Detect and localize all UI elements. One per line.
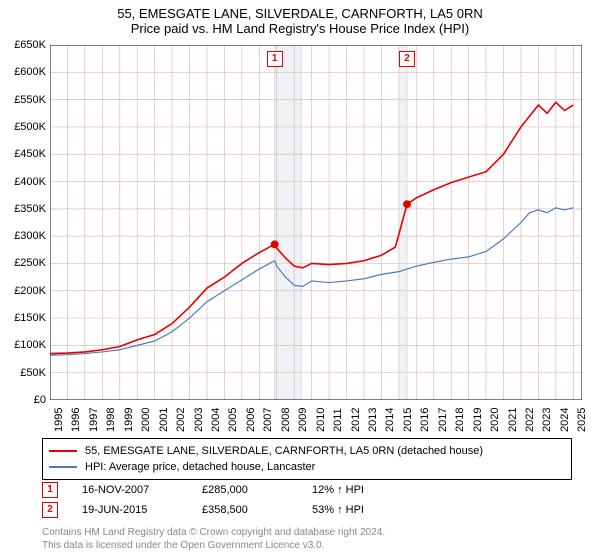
x-axis-label: 2022 xyxy=(524,408,536,432)
title-subtitle: Price paid vs. HM Land Registry's House … xyxy=(0,21,600,36)
sales-pct: 53% ↑ HPI xyxy=(312,504,412,516)
y-axis-label: £400K xyxy=(2,176,46,188)
x-axis-label: 2005 xyxy=(227,408,239,432)
legend-label: HPI: Average price, detached house, Lanc… xyxy=(85,461,315,473)
sales-row: 2 19-JUN-2015£358,50053% ↑ HPI xyxy=(42,500,412,520)
y-axis-label: £0 xyxy=(2,394,46,406)
chart-svg xyxy=(50,45,582,400)
callout-marker: 2 xyxy=(399,51,415,67)
footer: Contains HM Land Registry data © Crown c… xyxy=(42,526,385,552)
footer-line1: Contains HM Land Registry data © Crown c… xyxy=(42,526,385,539)
footer-line2: This data is licensed under the Open Gov… xyxy=(42,539,385,552)
chart: £0£50K£100K£150K£200K£250K£300K£350K£400… xyxy=(50,45,582,400)
callout-marker: 1 xyxy=(267,51,283,67)
y-axis-label: £250K xyxy=(2,257,46,269)
sales-price: £285,000 xyxy=(202,484,312,496)
x-axis-label: 2017 xyxy=(437,408,449,432)
title-address: 55, EMESGATE LANE, SILVERDALE, CARNFORTH… xyxy=(0,6,600,21)
x-axis-label: 2002 xyxy=(175,408,187,432)
x-axis-label: 2000 xyxy=(140,408,152,432)
x-axis-label: 1999 xyxy=(123,408,135,432)
x-axis-label: 2014 xyxy=(384,408,396,432)
x-axis-label: 1995 xyxy=(53,408,65,432)
y-axis-label: £50K xyxy=(2,367,46,379)
x-axis-label: 2008 xyxy=(280,408,292,432)
sales-marker: 2 xyxy=(42,502,58,518)
x-axis-label: 2018 xyxy=(454,408,466,432)
x-axis-label: 2025 xyxy=(576,408,588,432)
legend-row: HPI: Average price, detached house, Lanc… xyxy=(49,459,565,475)
x-axis-label: 2015 xyxy=(402,408,414,432)
x-axis-label: 2004 xyxy=(210,408,222,432)
y-axis-label: £650K xyxy=(2,39,46,51)
x-axis-label: 1996 xyxy=(70,408,82,432)
x-axis-label: 2012 xyxy=(350,408,362,432)
x-axis-label: 2003 xyxy=(193,408,205,432)
y-axis-label: £600K xyxy=(2,66,46,78)
sales-marker: 1 xyxy=(42,482,58,498)
sales-date: 19-JUN-2015 xyxy=(82,504,202,516)
x-axis-label: 2016 xyxy=(419,408,431,432)
x-axis-label: 2024 xyxy=(559,408,571,432)
y-axis-label: £200K xyxy=(2,285,46,297)
sales-date: 16-NOV-2007 xyxy=(82,484,202,496)
y-axis-label: £150K xyxy=(2,312,46,324)
sales-row: 1 16-NOV-2007£285,00012% ↑ HPI xyxy=(42,480,412,500)
y-axis-label: £100K xyxy=(2,339,46,351)
x-axis-label: 2011 xyxy=(332,408,344,432)
sales-table: 1 16-NOV-2007£285,00012% ↑ HPI 2 19-JUN-201… xyxy=(42,480,412,520)
legend: 55, EMESGATE LANE, SILVERDALE, CARNFORTH… xyxy=(42,438,572,480)
sales-pct: 12% ↑ HPI xyxy=(312,484,412,496)
legend-swatch xyxy=(49,466,77,468)
y-axis-label: £550K xyxy=(2,94,46,106)
x-axis-label: 2020 xyxy=(489,408,501,432)
y-axis-label: £300K xyxy=(2,230,46,242)
y-axis-label: £500K xyxy=(2,121,46,133)
y-axis-label: £350K xyxy=(2,203,46,215)
x-axis-label: 2013 xyxy=(367,408,379,432)
x-axis-label: 2009 xyxy=(297,408,309,432)
x-axis-label: 2023 xyxy=(541,408,553,432)
x-axis-label: 2007 xyxy=(262,408,274,432)
legend-swatch xyxy=(49,450,77,452)
x-axis-label: 2021 xyxy=(507,408,519,432)
legend-label: 55, EMESGATE LANE, SILVERDALE, CARNFORTH… xyxy=(85,445,483,457)
legend-row: 55, EMESGATE LANE, SILVERDALE, CARNFORTH… xyxy=(49,443,565,459)
y-axis-label: £450K xyxy=(2,148,46,160)
x-axis-label: 1997 xyxy=(88,408,100,432)
x-axis-label: 2019 xyxy=(472,408,484,432)
sales-price: £358,500 xyxy=(202,504,312,516)
x-axis-label: 2006 xyxy=(245,408,257,432)
x-axis-label: 1998 xyxy=(105,408,117,432)
x-axis-label: 2001 xyxy=(158,408,170,432)
x-axis-label: 2010 xyxy=(315,408,327,432)
